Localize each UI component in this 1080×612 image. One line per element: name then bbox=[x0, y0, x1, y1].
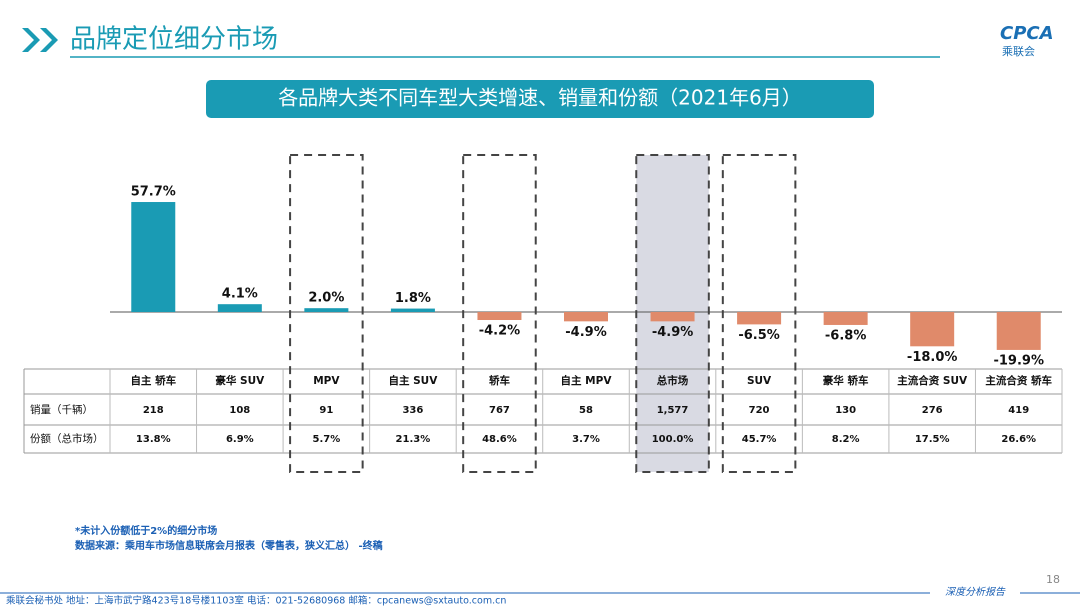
value-label: 4.1% bbox=[222, 287, 258, 302]
bar bbox=[390, 308, 435, 312]
bar bbox=[131, 202, 176, 312]
table-cell: 108 bbox=[229, 405, 250, 416]
table-cell: 8.2% bbox=[832, 434, 860, 445]
note: 数据来源：乘用车市场信息联席会月报表（零售表，狭义汇总） -终稿 bbox=[75, 539, 383, 552]
value-label: 2.0% bbox=[308, 291, 344, 306]
slide-title: 品牌定位细分市场 bbox=[70, 25, 278, 55]
value-label: -19.9% bbox=[993, 353, 1044, 368]
table-cell: 17.5% bbox=[915, 434, 950, 445]
footer-text: 乘联会秘书处 地址：上海市武宁路423号18号楼1103室 电话：021-526… bbox=[6, 595, 506, 607]
value-label: 57.7% bbox=[131, 185, 176, 200]
table-cell: 45.7% bbox=[742, 434, 777, 445]
highlight-box bbox=[635, 154, 710, 473]
column-header: 自主 SUV bbox=[388, 374, 438, 387]
column-header: 自主 MPV bbox=[561, 374, 613, 387]
bar bbox=[910, 312, 955, 347]
column-header: 主流合资 轿车 bbox=[985, 374, 1052, 387]
value-label: -4.9% bbox=[565, 325, 606, 340]
chart-title: 各品牌大类不同车型大类增速、销量和份额（2021年6月） bbox=[278, 86, 802, 110]
logo-sub: 乘联会 bbox=[1002, 45, 1035, 58]
table-cell: 767 bbox=[489, 405, 510, 416]
table-cell: 58 bbox=[579, 405, 593, 416]
table-cell: 3.7% bbox=[572, 434, 600, 445]
column-header: 轿车 bbox=[489, 374, 510, 387]
table-cell: 276 bbox=[922, 405, 943, 416]
column-header: 豪华 SUV bbox=[215, 374, 265, 387]
table-cell: 13.8% bbox=[136, 434, 171, 445]
bar bbox=[564, 312, 608, 322]
bar bbox=[737, 312, 782, 325]
bar bbox=[650, 312, 695, 322]
bar bbox=[477, 312, 522, 321]
column-header: 豪华 轿车 bbox=[823, 374, 869, 387]
row-label: 份额（总市场） bbox=[30, 432, 104, 445]
value-label: -4.2% bbox=[479, 324, 520, 339]
highlight-box bbox=[289, 154, 364, 473]
table-cell: 419 bbox=[1008, 405, 1029, 416]
table-cell: 6.9% bbox=[226, 434, 254, 445]
chevrons bbox=[22, 28, 58, 52]
value-label: -4.9% bbox=[652, 325, 693, 340]
table-cell: 720 bbox=[749, 405, 770, 416]
table-cell: 26.6% bbox=[1001, 434, 1036, 445]
bar bbox=[823, 312, 868, 325]
table-cell: 336 bbox=[402, 405, 423, 416]
highlight-box bbox=[462, 154, 537, 473]
value-label: -6.8% bbox=[825, 328, 866, 343]
column-header: MPV bbox=[313, 375, 340, 387]
table-cell: 100.0% bbox=[652, 434, 694, 445]
value-label: -6.5% bbox=[738, 328, 779, 343]
table-cell: 5.7% bbox=[312, 434, 340, 445]
table-cell: 218 bbox=[143, 405, 164, 416]
highlight-box bbox=[721, 154, 797, 473]
column-header: SUV bbox=[747, 375, 772, 387]
table-cell: 130 bbox=[835, 405, 856, 416]
table-cell: 1,577 bbox=[657, 405, 689, 416]
table-cell: 48.6% bbox=[482, 434, 517, 445]
value-label: -18.0% bbox=[907, 350, 958, 365]
bar bbox=[996, 312, 1041, 350]
bar bbox=[304, 308, 349, 312]
value-label: 1.8% bbox=[395, 291, 431, 306]
page-number: 18 bbox=[1046, 573, 1060, 586]
bar bbox=[217, 304, 262, 312]
column-header: 总市场 bbox=[657, 374, 689, 387]
table-cell: 21.3% bbox=[396, 434, 431, 445]
column-header: 自主 轿车 bbox=[130, 374, 176, 387]
row-label: 销量（千辆） bbox=[30, 403, 93, 416]
column-header: 主流合资 SUV bbox=[897, 374, 968, 387]
logo: CPCA bbox=[1000, 23, 1054, 44]
subtitle-box bbox=[206, 80, 874, 118]
footer-tag: 深度分析报告 bbox=[945, 586, 1006, 598]
note: *未计入份额低于2%的细分市场 bbox=[75, 524, 217, 537]
table-cell: 91 bbox=[319, 405, 333, 416]
